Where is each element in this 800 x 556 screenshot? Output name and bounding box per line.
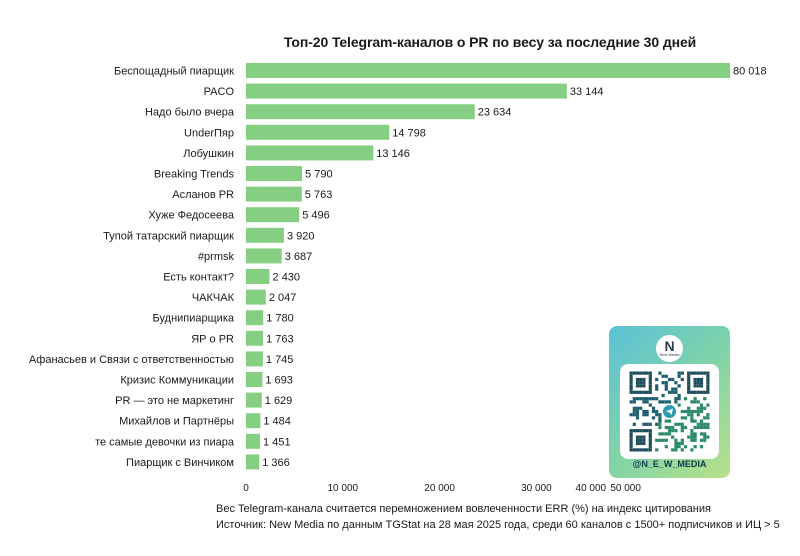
value-label: 80 018 bbox=[733, 66, 767, 78]
category-label: Breaking Trends bbox=[154, 169, 235, 181]
category-label: PR — это не маркетинг bbox=[115, 395, 234, 407]
category-label: Есть контакт? bbox=[163, 272, 234, 284]
bar bbox=[246, 372, 263, 387]
category-label: Лобушкин bbox=[183, 148, 234, 160]
bar bbox=[246, 186, 302, 202]
logo-letter: N bbox=[664, 338, 675, 354]
category-label: Афанасьев и Связи с ответственностью bbox=[29, 354, 234, 366]
bar bbox=[246, 330, 264, 346]
value-label: 3 687 bbox=[285, 251, 313, 263]
value-label: 5 763 bbox=[305, 189, 333, 201]
bar bbox=[246, 269, 270, 284]
bar bbox=[246, 63, 730, 78]
value-label: 14 798 bbox=[392, 127, 426, 139]
qr-card: N New Media @N_E_W_MEDIA bbox=[609, 326, 730, 478]
category-label: PACO bbox=[204, 86, 235, 98]
value-label: 2 430 bbox=[273, 272, 301, 284]
value-label: 1 693 bbox=[265, 375, 293, 387]
category-label: те самые девочки из пиара bbox=[95, 436, 235, 448]
value-label: 5 496 bbox=[302, 210, 330, 222]
bar bbox=[246, 454, 260, 470]
value-label: 1 780 bbox=[266, 313, 294, 325]
x-tick-label: 0 bbox=[243, 483, 249, 494]
bar bbox=[246, 248, 282, 264]
qr-code-icon[interactable] bbox=[620, 364, 719, 459]
value-label: 2 047 bbox=[269, 292, 297, 304]
value-label: 1 484 bbox=[263, 416, 291, 428]
category-label: ЯР о PR bbox=[191, 333, 234, 345]
x-tick-label: 40 000 bbox=[576, 483, 607, 494]
bar bbox=[246, 310, 264, 326]
category-label: Хуже Федосеева bbox=[148, 210, 234, 222]
category-label: Пиарщик с Винчиком bbox=[126, 457, 234, 469]
bar bbox=[246, 83, 567, 99]
category-label: UnderПяр bbox=[184, 127, 234, 139]
bar bbox=[246, 433, 261, 449]
value-label: 33 144 bbox=[570, 86, 604, 98]
new-media-logo: N New Media bbox=[656, 335, 683, 362]
category-label: ЧАКЧАК bbox=[192, 292, 235, 304]
value-label: 1 745 bbox=[266, 354, 294, 366]
value-label: 1 451 bbox=[263, 436, 291, 448]
bar bbox=[246, 104, 475, 120]
qr-pattern bbox=[629, 371, 710, 452]
qr-handle: @N_E_W_MEDIA bbox=[632, 459, 707, 469]
category-label: #prmsk bbox=[198, 251, 235, 263]
bar bbox=[246, 227, 284, 243]
value-label: 1 366 bbox=[262, 457, 290, 469]
x-tick-label: 50 000 bbox=[610, 483, 641, 494]
value-label: 1 763 bbox=[266, 333, 294, 345]
value-label: 3 920 bbox=[287, 230, 315, 242]
chart-title: Топ-20 Telegram-каналов о PR по весу за … bbox=[283, 34, 697, 50]
bar bbox=[246, 124, 390, 140]
value-label: 23 634 bbox=[478, 107, 512, 119]
category-label: Надо было вчера bbox=[145, 107, 235, 119]
category-label: Кризис Коммуникации bbox=[120, 375, 234, 387]
category-label: Михайлов и Партнёры bbox=[119, 416, 234, 428]
footnote-source: Источник: New Media по данным TGStat на … bbox=[216, 519, 780, 531]
bar bbox=[246, 413, 261, 429]
footnote-weight: Вес Telegram-канала считается перемножен… bbox=[216, 503, 711, 515]
x-tick-label: 20 000 bbox=[424, 483, 455, 494]
bar bbox=[246, 207, 300, 223]
value-label: 1 629 bbox=[265, 395, 293, 407]
bar bbox=[246, 392, 262, 408]
bar bbox=[246, 351, 263, 367]
category-label: Буднипиарщика bbox=[153, 313, 235, 325]
bar bbox=[246, 145, 374, 161]
bar bbox=[246, 289, 266, 305]
value-label: 5 790 bbox=[305, 169, 333, 181]
value-label: 13 146 bbox=[376, 148, 410, 160]
category-label: Тупой татарский пиарщик bbox=[103, 230, 234, 242]
category-label: Беспощадный пиарщик bbox=[114, 66, 234, 78]
bar bbox=[246, 166, 303, 181]
category-label: Асланов PR bbox=[172, 189, 234, 201]
x-tick-label: 30 000 bbox=[521, 483, 552, 494]
logo-text: New Media bbox=[659, 352, 680, 357]
x-tick-label: 10 000 bbox=[328, 483, 359, 494]
